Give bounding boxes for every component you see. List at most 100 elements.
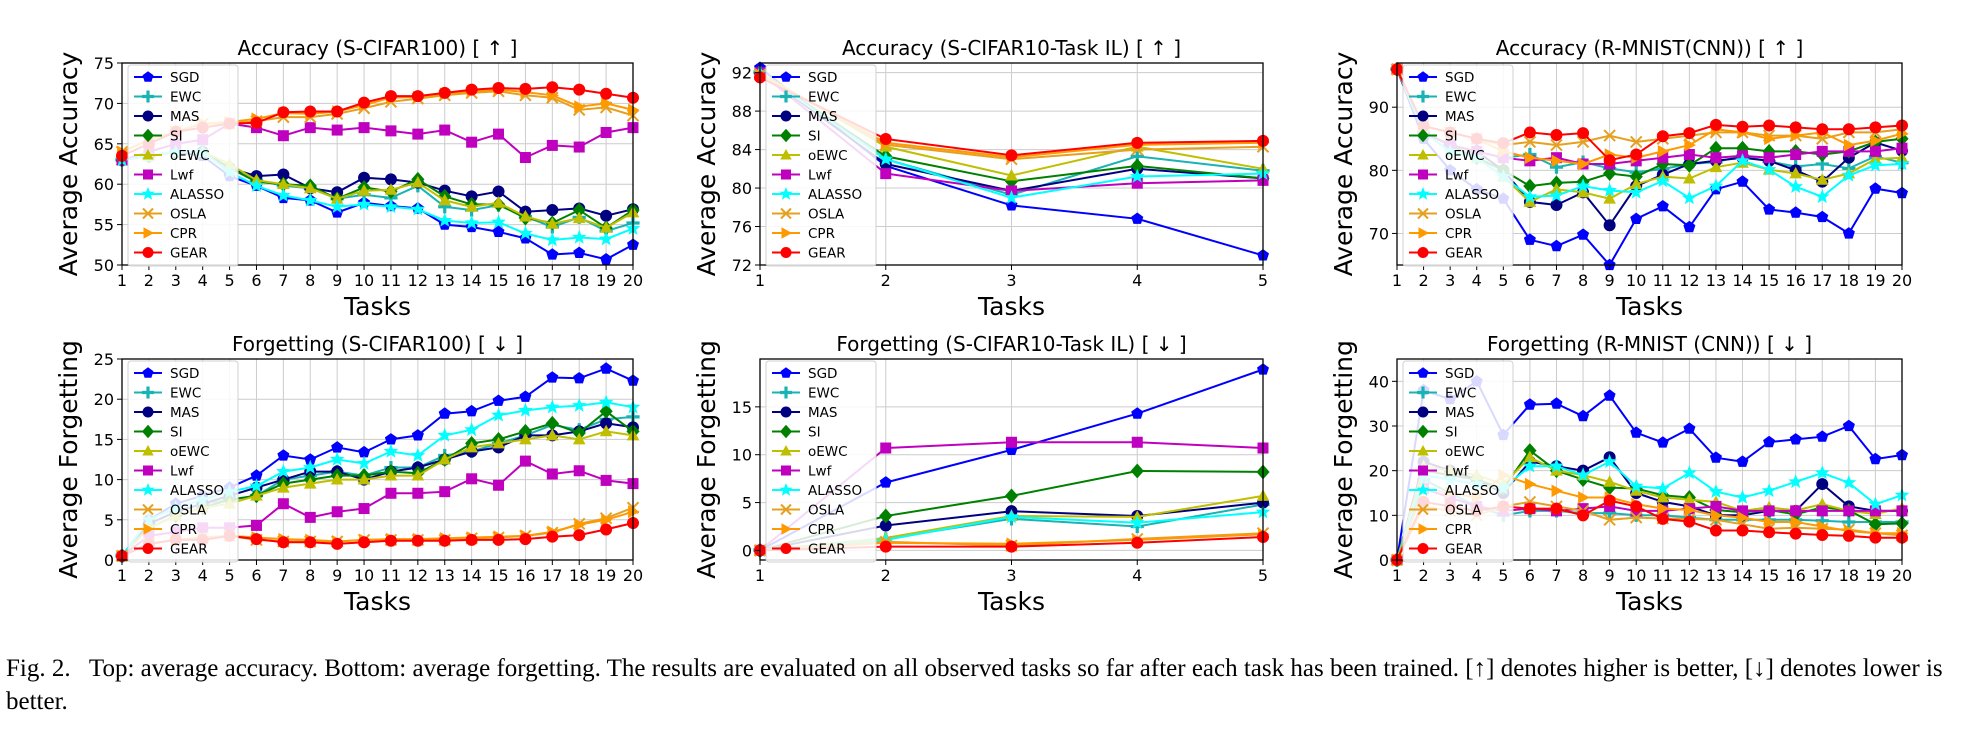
- y-axis-label: Average Forgetting: [1329, 340, 1358, 579]
- data-point: [1550, 199, 1563, 212]
- y-tick-label: 88: [732, 102, 752, 121]
- data-point: [519, 152, 531, 164]
- legend-label: SGD: [1445, 366, 1474, 382]
- y-tick-label: 0: [1379, 551, 1389, 570]
- data-point: [1603, 513, 1616, 527]
- y-tick-label: 5: [742, 494, 752, 513]
- x-tick-label: 4: [1132, 566, 1142, 585]
- data-point: [466, 473, 478, 485]
- data-point: [438, 534, 451, 547]
- x-tick-label: 14: [461, 566, 481, 585]
- legend-label: oEWC: [808, 148, 848, 164]
- x-axis-label: Tasks: [343, 292, 411, 321]
- legend-label: CPR: [808, 522, 835, 538]
- legend-marker: [780, 128, 792, 143]
- caption-text: Top: average accuracy. Bottom: average f…: [6, 655, 1949, 715]
- data-point: [330, 192, 344, 204]
- data-point: [545, 232, 560, 247]
- data-point: [331, 537, 344, 550]
- data-point: [1630, 511, 1643, 524]
- data-point: [1656, 436, 1669, 448]
- data-point: [600, 209, 613, 222]
- x-tick-label: 8: [1578, 271, 1588, 290]
- legend-label: SI: [170, 425, 183, 441]
- x-axis-label: Tasks: [1615, 587, 1683, 616]
- data-point: [438, 452, 452, 465]
- chart-6: 1 2 3 4 5 6 7 8 9 10 11 12 13 14 15 16 17 18 19 20010203040…: [1329, 332, 1912, 616]
- data-point: [1870, 134, 1883, 147]
- legend-label: GEAR: [170, 542, 208, 558]
- data-point: [1004, 488, 1019, 504]
- data-point: [1551, 154, 1564, 168]
- data-point: [599, 403, 613, 419]
- legend-label: CPR: [1445, 522, 1472, 538]
- data-point: [1550, 239, 1563, 252]
- data-point: [518, 402, 533, 417]
- legend-marker: [780, 90, 792, 103]
- data-point: [1843, 505, 1855, 517]
- x-tick-label: 10: [354, 566, 374, 585]
- x-tick-label: 5: [1498, 566, 1508, 585]
- data-point: [1842, 529, 1855, 542]
- x-tick-label: 14: [1732, 271, 1752, 290]
- plot-frame: [121, 62, 634, 266]
- legend-marker: [142, 503, 154, 516]
- y-axis-label: Average Accuracy: [1329, 51, 1358, 276]
- data-point: [519, 432, 532, 445]
- data-point: [545, 399, 560, 414]
- data-point: [304, 511, 316, 523]
- legend-label: Lwf: [170, 168, 195, 184]
- data-point: [519, 209, 532, 222]
- chart-title: Forgetting (S-CIFAR10-Task IL) [ ↓ ]: [836, 332, 1186, 356]
- legend-label: OSLA: [170, 207, 207, 223]
- legend-label: SGD: [1445, 70, 1474, 86]
- x-axis-label: Tasks: [977, 587, 1045, 616]
- data-point: [1789, 527, 1802, 540]
- data-point: [493, 128, 505, 140]
- y-tick-label: 30: [1369, 417, 1389, 436]
- data-point: [492, 185, 505, 198]
- data-point: [331, 506, 343, 518]
- data-point: [277, 449, 290, 461]
- x-tick-label: 5: [1258, 271, 1268, 290]
- data-point: [1816, 505, 1828, 517]
- chart-3: 1 2 3 4 5 6 7 8 9 10 11 12 13 14 15 16 17 18 19 20708090Acc…: [1329, 36, 1912, 321]
- data-point: [1656, 490, 1670, 503]
- data-point: [1815, 173, 1829, 185]
- data-point: [1682, 190, 1697, 205]
- legend-marker: [1418, 169, 1428, 180]
- data-point: [1551, 484, 1564, 498]
- data-point: [574, 518, 586, 531]
- legend-label: SGD: [808, 366, 837, 382]
- legend-label: Lwf: [808, 464, 833, 480]
- data-point: [1684, 138, 1696, 152]
- legend: SGD EWC MAS SI oEWC Lwf ALASSO OSLA CPR GEAR: [1402, 360, 1514, 563]
- data-point: [1788, 474, 1803, 489]
- data-point: [1630, 500, 1643, 513]
- data-point: [356, 455, 372, 470]
- x-tick-label: 4: [1472, 271, 1482, 290]
- x-tick-label: 7: [278, 271, 288, 290]
- data-point: [600, 253, 613, 265]
- y-tick-label: 70: [94, 94, 114, 113]
- data-point: [1814, 189, 1830, 204]
- x-tick-label: 4: [198, 566, 208, 585]
- data-point: [464, 215, 479, 230]
- y-tick-label: 20: [94, 390, 114, 409]
- legend-marker: [1417, 503, 1429, 516]
- x-tick-label: 1: [755, 566, 765, 585]
- data-point: [1131, 407, 1144, 419]
- data-point: [492, 82, 505, 95]
- legend-label: EWC: [808, 90, 839, 106]
- data-point: [384, 433, 397, 445]
- data-point: [358, 536, 371, 549]
- data-point: [277, 536, 290, 549]
- y-tick-label: 84: [732, 141, 752, 160]
- legend-marker: [780, 247, 792, 258]
- data-point: [465, 83, 478, 96]
- legend-marker: [779, 187, 793, 200]
- legend-marker: [143, 465, 153, 476]
- legend-marker: [1418, 465, 1428, 476]
- data-point: [1816, 430, 1829, 442]
- data-point: [573, 465, 585, 477]
